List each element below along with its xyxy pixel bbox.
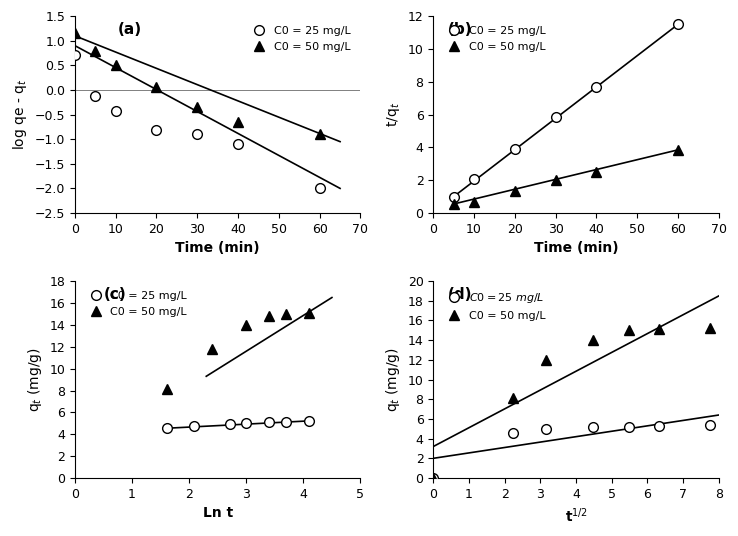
C0 = 50 mg/L bbox=[193, 104, 201, 110]
C0 = 25 mg/L bbox=[225, 421, 234, 427]
Text: (d): (d) bbox=[447, 287, 472, 302]
Line: C0 = 50 mg/L: C0 = 50 mg/L bbox=[162, 308, 314, 394]
Line: C0 = 25 mg/L: C0 = 25 mg/L bbox=[162, 416, 314, 433]
Y-axis label: t/q$_t$: t/q$_t$ bbox=[385, 102, 402, 127]
C0 = 50 mg/L bbox=[592, 169, 601, 175]
C0 = 25 mg/L bbox=[706, 422, 714, 428]
C0 = 25 mg/L bbox=[674, 21, 683, 27]
C0 = 25 mg/L bbox=[511, 146, 520, 152]
Legend: C0 = 25 mg/L, C0 = 50 mg/L: C0 = 25 mg/L, C0 = 50 mg/L bbox=[80, 287, 192, 321]
C0 = 25 mg/L bbox=[542, 426, 551, 432]
C0 = 50 mg/L bbox=[469, 198, 478, 205]
X-axis label: Ln t: Ln t bbox=[202, 507, 232, 520]
C0 = 50 mg/L bbox=[281, 311, 290, 317]
Line: C0 = 25 mg/L: C0 = 25 mg/L bbox=[429, 420, 715, 483]
C0 = 25 mg/L bbox=[551, 114, 560, 120]
C0 = 25 mg/L bbox=[655, 422, 663, 429]
C0 = 25 mg/L bbox=[265, 419, 274, 426]
C0 = 25 mg/L bbox=[449, 193, 458, 200]
C0 = 25 mg/L bbox=[304, 418, 313, 425]
Legend: $\it{C0 = 25\ mg/L}$, C0 = 50 mg/L: $\it{C0 = 25\ mg/L}$, C0 = 50 mg/L bbox=[439, 287, 550, 325]
C0 = 50 mg/L bbox=[655, 326, 663, 332]
C0 = 50 mg/L bbox=[111, 62, 120, 69]
C0 = 25 mg/L bbox=[588, 424, 597, 430]
Line: C0 = 25 mg/L: C0 = 25 mg/L bbox=[449, 19, 683, 202]
Y-axis label: q$_t$ (mg/g): q$_t$ (mg/g) bbox=[26, 347, 44, 412]
Text: (a): (a) bbox=[118, 22, 142, 37]
C0 = 50 mg/L bbox=[91, 47, 100, 54]
C0 = 50 mg/L bbox=[624, 327, 633, 333]
C0 = 25 mg/L bbox=[429, 475, 438, 481]
Legend: C0 = 25 mg/L, C0 = 50 mg/L: C0 = 25 mg/L, C0 = 50 mg/L bbox=[244, 21, 355, 56]
C0 = 25 mg/L bbox=[624, 423, 633, 430]
C0 = 25 mg/L bbox=[315, 185, 324, 191]
Line: C0 = 50 mg/L: C0 = 50 mg/L bbox=[429, 324, 715, 483]
C0 = 50 mg/L bbox=[588, 337, 597, 344]
C0 = 25 mg/L bbox=[189, 422, 198, 429]
C0 = 50 mg/L bbox=[551, 177, 560, 183]
C0 = 25 mg/L bbox=[281, 419, 290, 426]
C0 = 25 mg/L bbox=[70, 51, 79, 58]
C0 = 25 mg/L bbox=[111, 107, 120, 114]
C0 = 50 mg/L bbox=[70, 30, 79, 36]
C0 = 50 mg/L bbox=[304, 310, 313, 316]
Text: (b): (b) bbox=[447, 22, 472, 37]
C0 = 50 mg/L bbox=[508, 395, 517, 401]
C0 = 50 mg/L bbox=[315, 131, 324, 137]
C0 = 50 mg/L bbox=[429, 475, 438, 481]
C0 = 50 mg/L bbox=[242, 322, 251, 328]
C0 = 25 mg/L bbox=[508, 429, 517, 436]
C0 = 50 mg/L bbox=[542, 356, 551, 363]
C0 = 50 mg/L bbox=[162, 386, 171, 393]
C0 = 50 mg/L bbox=[234, 119, 243, 125]
X-axis label: Time (min): Time (min) bbox=[534, 241, 618, 255]
C0 = 25 mg/L bbox=[592, 84, 601, 90]
Legend: C0 = 25 mg/L, C0 = 50 mg/L: C0 = 25 mg/L, C0 = 50 mg/L bbox=[439, 21, 550, 56]
Y-axis label: log qe - q$_t$: log qe - q$_t$ bbox=[11, 79, 29, 151]
C0 = 25 mg/L bbox=[193, 131, 201, 137]
X-axis label: t$^{1/2}$: t$^{1/2}$ bbox=[565, 507, 587, 525]
C0 = 50 mg/L bbox=[511, 188, 520, 194]
Line: C0 = 50 mg/L: C0 = 50 mg/L bbox=[449, 145, 683, 209]
C0 = 50 mg/L bbox=[207, 346, 216, 352]
C0 = 25 mg/L bbox=[234, 141, 243, 147]
Text: (c): (c) bbox=[103, 287, 126, 302]
C0 = 50 mg/L bbox=[152, 84, 161, 91]
C0 = 25 mg/L bbox=[242, 420, 251, 426]
Y-axis label: q$_t$ (mg/g): q$_t$ (mg/g) bbox=[384, 347, 402, 412]
C0 = 25 mg/L bbox=[91, 93, 100, 99]
Line: C0 = 50 mg/L: C0 = 50 mg/L bbox=[70, 28, 325, 139]
C0 = 50 mg/L bbox=[674, 147, 683, 153]
X-axis label: Time (min): Time (min) bbox=[176, 241, 260, 255]
C0 = 50 mg/L bbox=[449, 201, 458, 207]
Line: C0 = 25 mg/L: C0 = 25 mg/L bbox=[70, 50, 325, 193]
C0 = 25 mg/L bbox=[162, 425, 171, 431]
C0 = 25 mg/L bbox=[152, 127, 161, 133]
C0 = 50 mg/L bbox=[265, 313, 274, 319]
C0 = 50 mg/L bbox=[706, 325, 714, 332]
C0 = 25 mg/L bbox=[469, 176, 478, 183]
